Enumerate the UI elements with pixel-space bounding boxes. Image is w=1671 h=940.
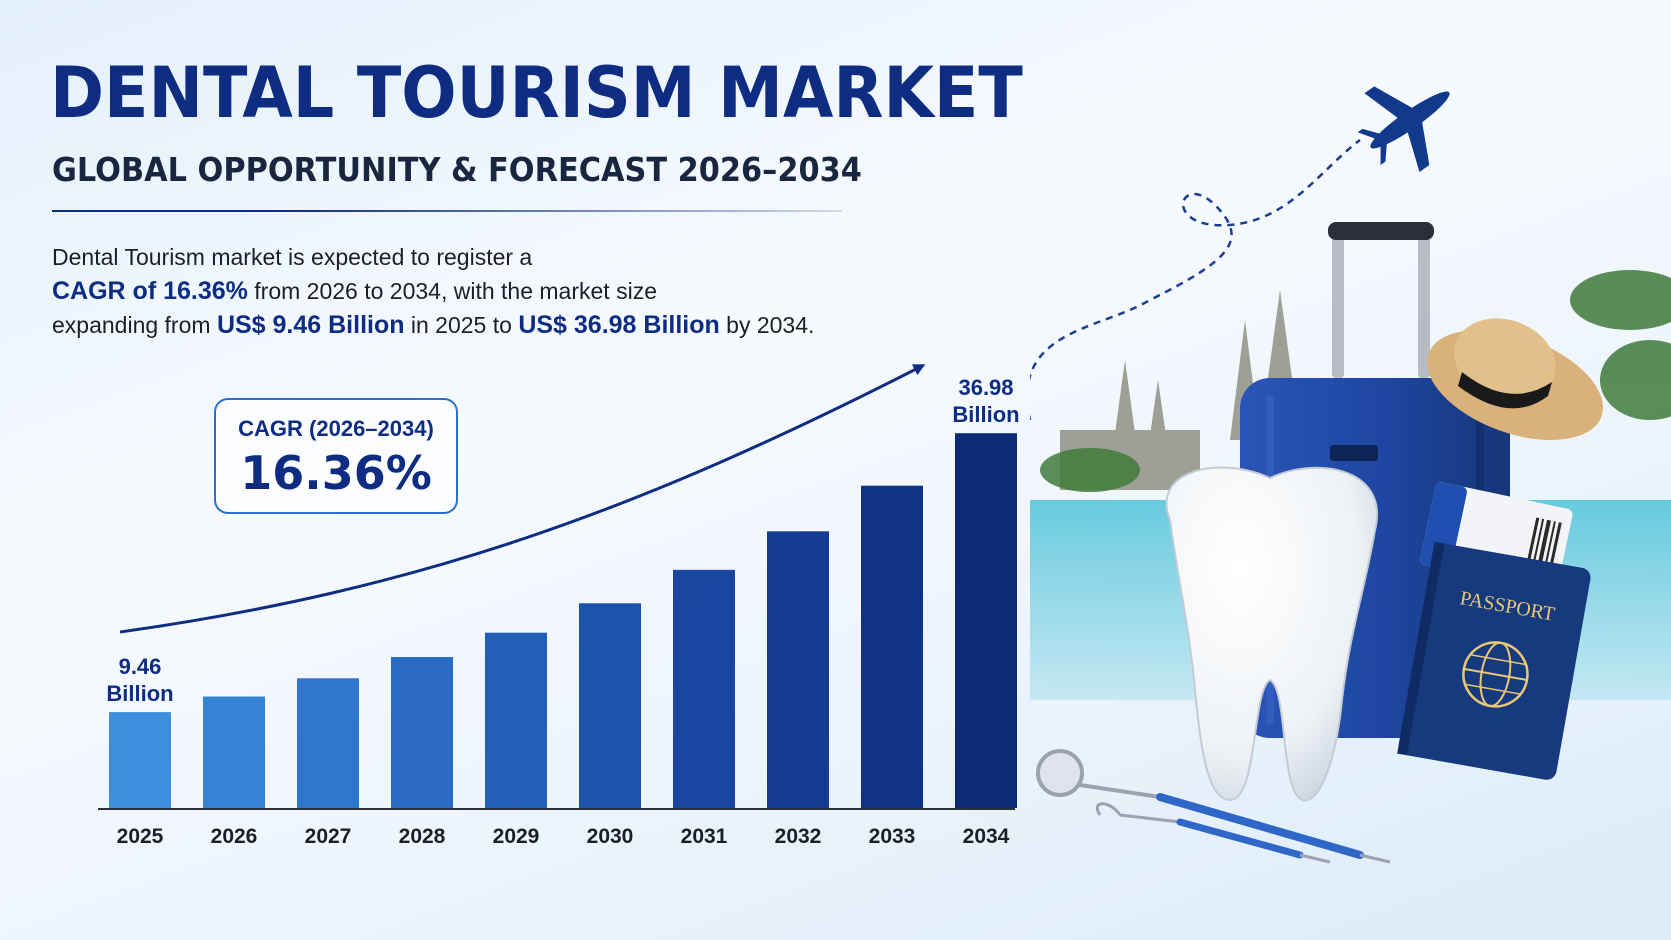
market-description: Dental Tourism market is expected to reg… [52,240,872,342]
description-line3-mid: in 2025 to [404,312,519,338]
description-line3-end: by 2034. [719,312,815,338]
airplane-icon [1357,86,1450,172]
data-label-2034-line1: 36.98 [958,375,1013,400]
flight-path [1030,139,1361,420]
page-title: DENTAL TOURISM MARKET [50,52,1023,134]
bar-2033 [861,485,923,808]
x-tick-2033: 2033 [869,825,916,848]
data-label-2025-line1: 9.46 [119,654,162,679]
passport-icon: PASSPORT [1397,541,1591,780]
bar-2026 [203,696,265,808]
description-line3-start: expanding from [52,312,217,338]
cagr-callout: CAGR (2026–2034) 16.36% [214,398,458,514]
dental-mirror-icon [1036,749,1391,864]
description-line2: from 2026 to 2034, with the market size [247,278,657,304]
title-divider [52,210,842,212]
x-tick-2028: 2028 [399,825,446,848]
bar-2025 [109,712,171,808]
cagr-value: 16.36% [240,446,432,500]
palm-trees [1040,270,1671,492]
description-line1: Dental Tourism market is expected to reg… [52,244,533,270]
dental-probe-icon [1096,802,1331,864]
x-tick-2034: 2034 [963,825,1010,848]
growth-trend-arrow [119,364,926,634]
x-tick-2032: 2032 [775,825,822,848]
x-tick-2026: 2026 [211,825,258,848]
x-tick-2030: 2030 [587,825,634,848]
bar-2027 [297,678,359,808]
x-tick-2025: 2025 [117,825,164,848]
bar-2029 [485,632,547,808]
bar-2028 [391,656,453,808]
cagr-phrase: CAGR of 16.36% [52,277,248,305]
bar-2031 [673,569,735,808]
tooth-icon [1165,466,1378,802]
x-tick-2027: 2027 [305,825,352,848]
hat-icon [1427,318,1603,440]
page-subtitle: GLOBAL OPPORTUNITY & FORECAST 2026–2034 [52,150,862,189]
bar-chart: 2025 2026 2027 2028 2029 2030 2031 2032 2033 2034… [98,364,1020,848]
end-value: US$ 36.98 Billion [518,311,720,339]
start-value: US$ 9.46 Billion [216,311,405,339]
x-tick-2029: 2029 [493,825,540,848]
x-tick-2031: 2031 [681,825,728,848]
cagr-label: CAGR (2026–2034) [238,416,434,441]
bar-2032 [767,531,829,808]
travel-illustration: PASSPORT [1030,86,1671,864]
data-label-2034-line2: Billion [952,402,1019,427]
data-label-2025-line2: Billion [106,681,173,706]
bar-2034 [955,433,1017,808]
bar-2030 [579,603,641,808]
